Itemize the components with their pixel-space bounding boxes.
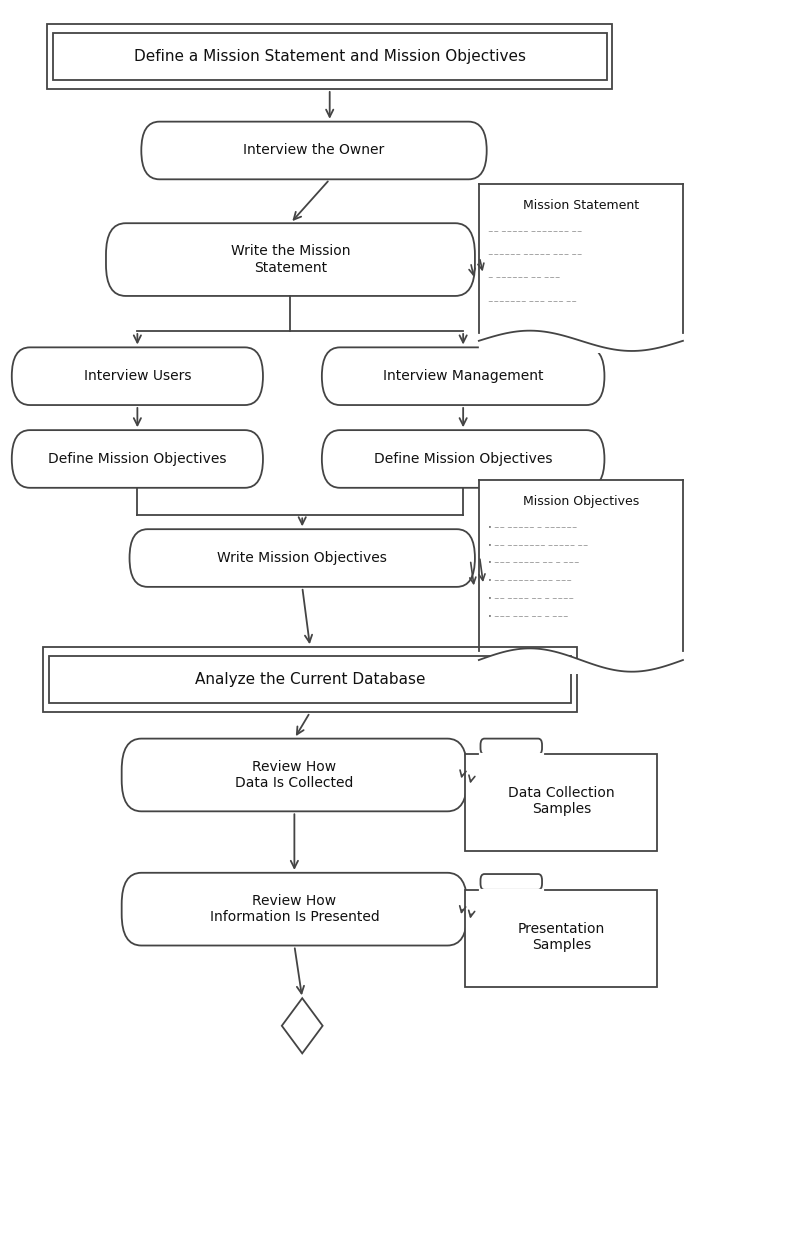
Text: Presentation
Samples: Presentation Samples bbox=[517, 922, 605, 952]
Text: Define a Mission Statement and Mission Objectives: Define a Mission Statement and Mission O… bbox=[133, 49, 526, 64]
Text: Interview Users: Interview Users bbox=[84, 369, 191, 384]
Text: Write the Mission
Statement: Write the Mission Statement bbox=[231, 245, 350, 275]
FancyBboxPatch shape bbox=[12, 430, 263, 488]
Bar bbox=[43, 647, 577, 712]
FancyBboxPatch shape bbox=[12, 347, 263, 405]
Text: ~~ ~~~~~ ~~~~~~~ ~~: ~~ ~~~~~ ~~~~~~~ ~~ bbox=[488, 228, 582, 234]
Text: Define Mission Objectives: Define Mission Objectives bbox=[374, 451, 553, 466]
Bar bbox=[465, 755, 657, 851]
Bar bbox=[479, 183, 683, 332]
FancyBboxPatch shape bbox=[122, 873, 467, 946]
FancyBboxPatch shape bbox=[480, 874, 542, 890]
FancyBboxPatch shape bbox=[141, 122, 487, 179]
Text: Analyze the Current Database: Analyze the Current Database bbox=[195, 672, 425, 687]
Text: • ~~ ~~~~~~~ ~~~~~ ~~: • ~~ ~~~~~~~ ~~~~~ ~~ bbox=[488, 543, 589, 548]
Polygon shape bbox=[479, 648, 683, 675]
FancyBboxPatch shape bbox=[106, 223, 475, 296]
FancyBboxPatch shape bbox=[322, 347, 604, 405]
Bar bbox=[53, 33, 607, 80]
FancyBboxPatch shape bbox=[322, 430, 604, 488]
Text: ~ ~~~~~~ ~~ ~~~: ~ ~~~~~~ ~~ ~~~ bbox=[488, 276, 560, 281]
Text: Review How
Data Is Collected: Review How Data Is Collected bbox=[236, 760, 353, 790]
Text: Interview the Owner: Interview the Owner bbox=[243, 143, 385, 158]
Bar bbox=[47, 24, 612, 89]
Text: • ~~ ~~~~~ ~~~ ~~~: • ~~ ~~~~~ ~~~ ~~~ bbox=[488, 578, 572, 584]
FancyBboxPatch shape bbox=[130, 529, 475, 587]
Text: • ~~~ ~~~~~ ~~ ~ ~~~: • ~~~ ~~~~~ ~~ ~ ~~~ bbox=[488, 561, 580, 567]
FancyBboxPatch shape bbox=[480, 739, 542, 755]
Text: Data Collection
Samples: Data Collection Samples bbox=[508, 786, 615, 816]
Polygon shape bbox=[282, 998, 323, 1053]
Bar bbox=[49, 656, 571, 703]
Text: Mission Objectives: Mission Objectives bbox=[523, 494, 639, 508]
Polygon shape bbox=[479, 331, 683, 354]
Text: • ~~ ~~~~~ ~ ~~~~~~: • ~~ ~~~~~ ~ ~~~~~~ bbox=[488, 524, 578, 530]
Text: • ~~~ ~~~ ~~ ~ ~~~: • ~~~ ~~~ ~~ ~ ~~~ bbox=[488, 614, 569, 619]
Text: • ~~ ~~~~ ~~ ~ ~~~~: • ~~ ~~~~ ~~ ~ ~~~~ bbox=[488, 596, 575, 602]
Text: Interview Management: Interview Management bbox=[383, 369, 543, 384]
Text: ~~~~~~~ ~~~ ~~~ ~~: ~~~~~~~ ~~~ ~~~ ~~ bbox=[488, 298, 577, 305]
Text: ~~~~~~ ~~~~~ ~~~ ~~: ~~~~~~ ~~~~~ ~~~ ~~ bbox=[488, 252, 582, 258]
Text: Write Mission Objectives: Write Mission Objectives bbox=[217, 551, 387, 566]
Text: Review How
Information Is Presented: Review How Information Is Presented bbox=[210, 894, 379, 924]
Text: Define Mission Objectives: Define Mission Objectives bbox=[48, 451, 227, 466]
Bar bbox=[465, 890, 657, 987]
FancyBboxPatch shape bbox=[122, 739, 467, 811]
Bar bbox=[479, 479, 683, 651]
Text: Mission Statement: Mission Statement bbox=[523, 198, 639, 212]
